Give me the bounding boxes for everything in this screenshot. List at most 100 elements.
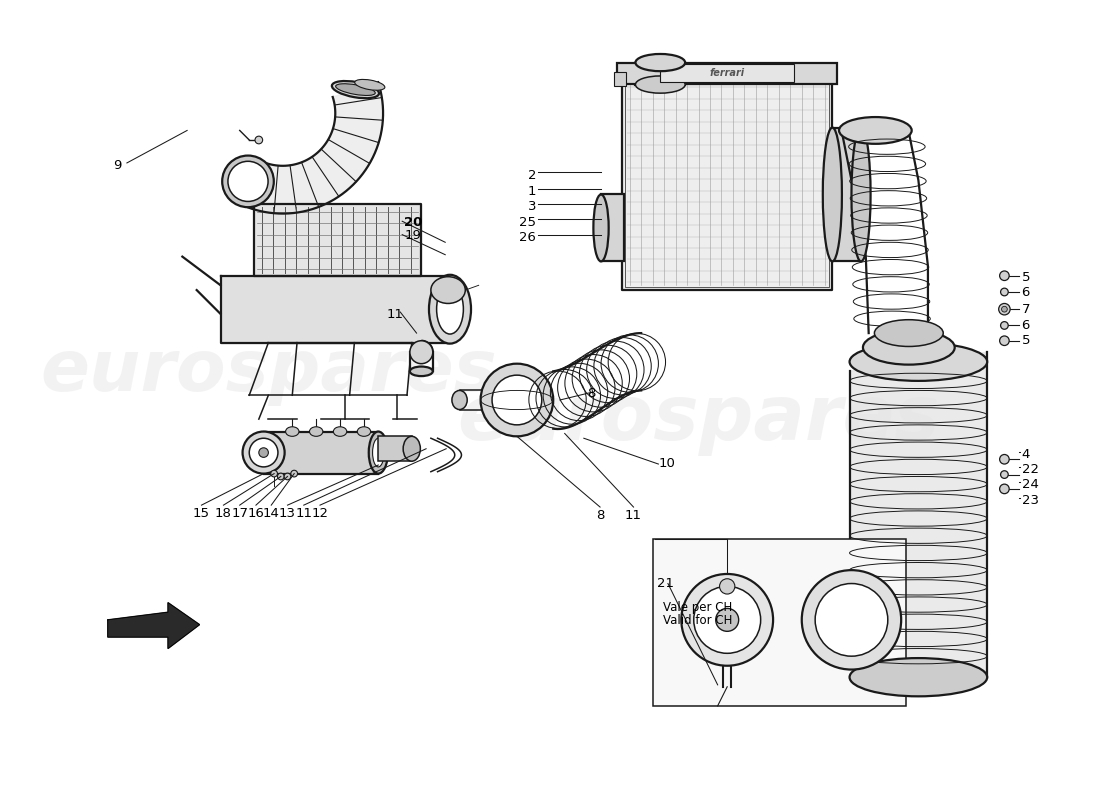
Circle shape [271,470,277,477]
Text: 8: 8 [596,509,604,522]
Wedge shape [802,603,851,652]
Text: 13: 13 [279,507,296,520]
Ellipse shape [823,127,842,262]
Bar [601,194,624,262]
Text: 2: 2 [528,169,536,182]
Ellipse shape [849,342,987,381]
Ellipse shape [222,155,274,207]
Circle shape [716,608,739,631]
Text: 21: 21 [658,577,674,590]
Text: 9: 9 [113,159,122,172]
Text: 8: 8 [586,386,595,400]
Text: eurospares: eurospares [458,382,939,456]
Ellipse shape [636,54,685,71]
Text: 5: 5 [1022,271,1030,284]
Bar [615,72,626,86]
Ellipse shape [286,426,299,436]
Ellipse shape [851,127,870,262]
Text: 15: 15 [192,507,210,520]
Ellipse shape [228,162,268,202]
Bar [378,436,411,461]
Ellipse shape [373,438,384,467]
Text: Valid for CH: Valid for CH [663,614,733,627]
Circle shape [250,438,278,467]
Ellipse shape [431,277,465,303]
Text: 19: 19 [404,229,421,242]
Ellipse shape [636,76,685,93]
Ellipse shape [452,390,468,410]
Text: 12: 12 [311,507,329,520]
Text: 3: 3 [528,200,536,214]
Polygon shape [108,602,199,649]
Text: 16: 16 [248,507,264,520]
Text: 6: 6 [1022,318,1030,332]
Text: 23: 23 [1022,494,1038,506]
Circle shape [1000,271,1009,281]
Ellipse shape [358,426,371,436]
Text: 14: 14 [263,507,279,520]
Circle shape [1001,322,1009,330]
Ellipse shape [437,284,463,334]
Text: eurospares: eurospares [40,337,497,406]
Ellipse shape [332,81,380,98]
Circle shape [255,136,263,144]
Circle shape [802,570,901,670]
Circle shape [284,473,290,480]
Circle shape [481,364,553,436]
Circle shape [719,578,735,594]
Text: 24: 24 [1022,478,1038,491]
Ellipse shape [849,658,987,696]
Circle shape [815,583,888,656]
Circle shape [1000,454,1009,464]
Ellipse shape [404,436,420,461]
Ellipse shape [354,79,385,90]
Text: 22: 22 [1022,463,1038,476]
Circle shape [999,303,1010,315]
Bar [617,62,837,84]
Ellipse shape [874,320,943,346]
Bar [833,127,861,262]
Polygon shape [238,82,383,214]
Text: 18: 18 [214,507,232,520]
Circle shape [492,375,542,425]
Polygon shape [623,80,833,290]
Polygon shape [254,204,421,276]
Ellipse shape [368,431,388,474]
Circle shape [277,473,284,480]
Text: 4: 4 [1022,448,1030,461]
Ellipse shape [593,194,608,262]
Ellipse shape [862,330,955,365]
Circle shape [1000,336,1009,346]
Circle shape [290,470,297,477]
Polygon shape [221,276,450,342]
Bar [660,65,794,82]
Text: 7: 7 [1022,303,1030,317]
Circle shape [1001,306,1008,312]
Ellipse shape [410,341,432,364]
Circle shape [1001,288,1009,296]
Circle shape [694,586,761,654]
Ellipse shape [336,84,375,95]
Ellipse shape [333,426,346,436]
Circle shape [243,431,285,474]
Bar [652,538,906,706]
Text: 20: 20 [404,215,422,229]
Text: 26: 26 [519,231,536,244]
Ellipse shape [839,117,912,144]
Text: 1: 1 [528,185,536,198]
Bar [625,82,829,287]
Bar [264,431,378,474]
Ellipse shape [309,426,323,436]
Text: 11: 11 [295,507,312,520]
Text: ferrari: ferrari [710,68,745,78]
Text: 17: 17 [231,507,249,520]
Ellipse shape [429,274,471,344]
Circle shape [1001,470,1009,478]
Text: 11: 11 [625,509,642,522]
Text: 10: 10 [659,458,675,470]
Text: 11: 11 [387,308,404,322]
Text: Vale per CH: Vale per CH [663,601,733,614]
Circle shape [1000,484,1009,494]
Ellipse shape [410,366,432,376]
Text: 25: 25 [519,215,536,229]
